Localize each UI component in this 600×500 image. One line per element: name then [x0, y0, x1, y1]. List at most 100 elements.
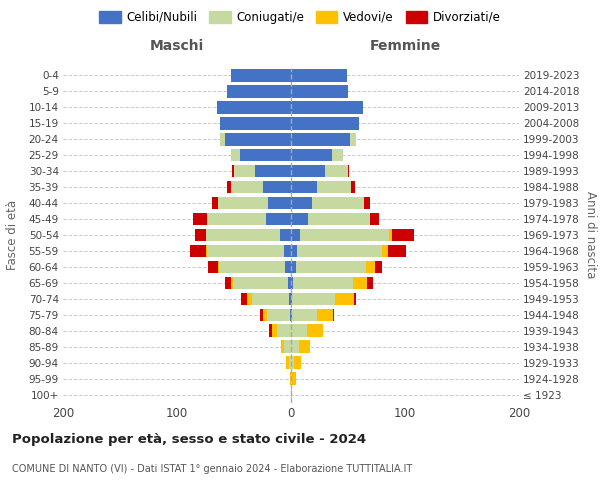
Bar	[205, 244, 206, 257]
Bar	[389, 229, 392, 241]
Bar	[291, 197, 311, 209]
Bar	[219, 260, 286, 273]
Bar	[263, 181, 291, 194]
Bar	[290, 372, 291, 385]
Bar	[291, 85, 348, 98]
Bar	[272, 324, 277, 337]
Bar	[292, 372, 296, 385]
Bar	[307, 324, 323, 337]
Bar	[195, 229, 205, 241]
Bar	[376, 260, 382, 273]
Bar	[348, 165, 349, 177]
Bar	[277, 324, 291, 337]
Bar	[367, 276, 373, 289]
Bar	[206, 244, 284, 257]
Bar	[293, 276, 353, 289]
Bar	[290, 308, 291, 321]
Bar	[212, 197, 218, 209]
Bar	[296, 260, 366, 273]
Bar	[266, 213, 291, 226]
Bar	[218, 197, 268, 209]
Bar	[291, 165, 325, 177]
Bar	[227, 181, 230, 194]
Bar	[332, 149, 343, 162]
Text: Fasce di età: Fasce di età	[6, 200, 19, 270]
Bar	[353, 276, 367, 289]
Bar	[286, 356, 289, 369]
Bar	[291, 70, 347, 82]
Bar	[227, 85, 291, 98]
Bar	[217, 101, 291, 114]
Bar	[267, 308, 290, 321]
Bar	[299, 340, 310, 353]
Bar	[220, 117, 291, 130]
Bar	[292, 308, 317, 321]
Text: Popolazione per età, sesso e stato civile - 2024: Popolazione per età, sesso e stato civil…	[12, 432, 366, 446]
Bar	[208, 260, 218, 273]
Bar	[291, 244, 296, 257]
Bar	[268, 197, 291, 209]
Bar	[225, 276, 230, 289]
Bar	[291, 133, 350, 145]
Bar	[291, 229, 300, 241]
Bar	[291, 181, 317, 194]
Bar	[230, 276, 233, 289]
Bar	[291, 292, 292, 305]
Bar	[286, 260, 291, 273]
Bar	[252, 292, 289, 305]
Bar	[291, 372, 292, 385]
Bar	[205, 229, 280, 241]
Bar	[296, 244, 382, 257]
Bar	[352, 181, 355, 194]
Bar	[317, 181, 352, 194]
Bar	[308, 213, 370, 226]
Bar	[269, 324, 272, 337]
Bar	[364, 197, 370, 209]
Text: Femmine: Femmine	[370, 38, 440, 52]
Bar	[280, 229, 291, 241]
Bar	[291, 101, 363, 114]
Bar	[241, 292, 247, 305]
Bar	[230, 70, 291, 82]
Bar	[291, 213, 308, 226]
Bar	[220, 133, 225, 145]
Bar	[325, 165, 348, 177]
Bar	[333, 308, 334, 321]
Bar	[291, 276, 293, 289]
Bar	[292, 292, 335, 305]
Bar	[230, 181, 263, 194]
Bar	[230, 149, 240, 162]
Bar	[366, 260, 376, 273]
Bar	[354, 292, 356, 305]
Bar	[295, 356, 301, 369]
Bar	[350, 133, 356, 145]
Bar	[291, 388, 292, 400]
Bar	[240, 149, 291, 162]
Bar	[260, 308, 263, 321]
Bar	[370, 213, 379, 226]
Bar	[287, 276, 291, 289]
Bar	[234, 165, 254, 177]
Bar	[289, 292, 291, 305]
Bar	[291, 324, 307, 337]
Bar	[190, 244, 205, 257]
Bar	[291, 356, 295, 369]
Bar	[193, 213, 206, 226]
Text: Maschi: Maschi	[150, 38, 204, 52]
Bar	[233, 276, 287, 289]
Bar	[300, 229, 389, 241]
Bar	[388, 244, 406, 257]
Bar	[317, 308, 333, 321]
Bar	[335, 292, 354, 305]
Bar	[284, 340, 291, 353]
Bar	[206, 213, 266, 226]
Bar	[382, 244, 388, 257]
Bar	[291, 308, 292, 321]
Bar	[311, 197, 364, 209]
Bar	[392, 229, 414, 241]
Bar	[281, 340, 284, 353]
Bar	[291, 340, 299, 353]
Bar	[225, 133, 291, 145]
Bar	[291, 260, 296, 273]
Text: Anni di nascita: Anni di nascita	[584, 192, 597, 278]
